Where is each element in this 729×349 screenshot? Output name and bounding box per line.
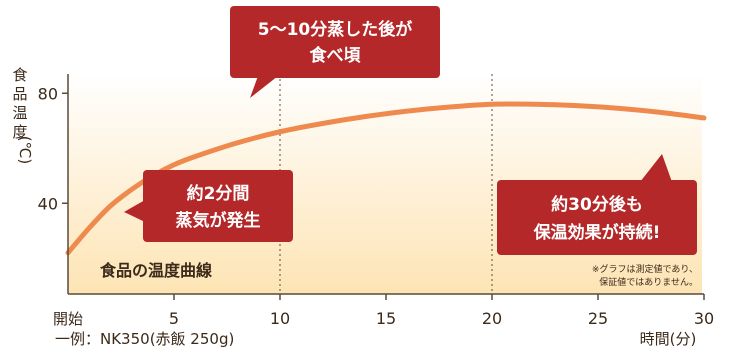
x-tick-label: 10 (270, 309, 290, 328)
y-ticks: 40 80 (38, 84, 68, 213)
callout-3-line-2: 保温効果が持続! (533, 222, 661, 243)
y-label-char-4: 度 (12, 123, 27, 141)
x-tick-label: 5 (169, 309, 179, 328)
disclaimer-line-1: ※グラフは測定値であり、 (592, 263, 698, 275)
y-tick-label: 80 (38, 84, 58, 103)
x-ticks: 5 10 15 20 25 30 (169, 294, 714, 328)
callout-2-line-2: 蒸気が発生 (176, 210, 261, 231)
x-tick-label: 20 (482, 309, 502, 328)
y-label-unit: (℃) (16, 136, 34, 165)
callout-1-line-1: 5〜10分蒸した後が (258, 19, 413, 40)
x-start-label: 開始 (53, 310, 83, 328)
temperature-curve (65, 101, 707, 256)
y-axis-label: 食 品 温 度 (℃) (12, 66, 34, 164)
callout-3-line-1: 約30分後も (551, 194, 643, 215)
callout-steam-2min: 約2分間 蒸気が発生 (124, 170, 293, 242)
x-tick-label: 30 (694, 309, 714, 328)
callout-steam-ready: 5〜10分蒸した後が 食べ頃 (230, 6, 440, 98)
y-label-char-2: 品 (12, 85, 27, 103)
x-axis-label: 時間(分) (640, 330, 697, 348)
y-label-char-3: 温 (12, 104, 27, 122)
callout-1-line-2: 食べ頃 (310, 45, 362, 66)
disclaimer-line-2: 保証値ではありません。 (599, 276, 698, 288)
y-label-char-1: 食 (12, 66, 27, 84)
callout-keep-warm: 約30分後も 保温効果が持続! (497, 154, 697, 255)
footnote: 一例：NK350(赤飯 250g) (55, 330, 234, 348)
inner-title: 食品の温度曲線 (99, 261, 212, 280)
x-tick-label: 15 (376, 309, 396, 328)
x-tick-label: 25 (588, 309, 608, 328)
callout-2-line-1: 約2分間 (187, 183, 250, 204)
y-tick-label: 40 (38, 194, 58, 213)
